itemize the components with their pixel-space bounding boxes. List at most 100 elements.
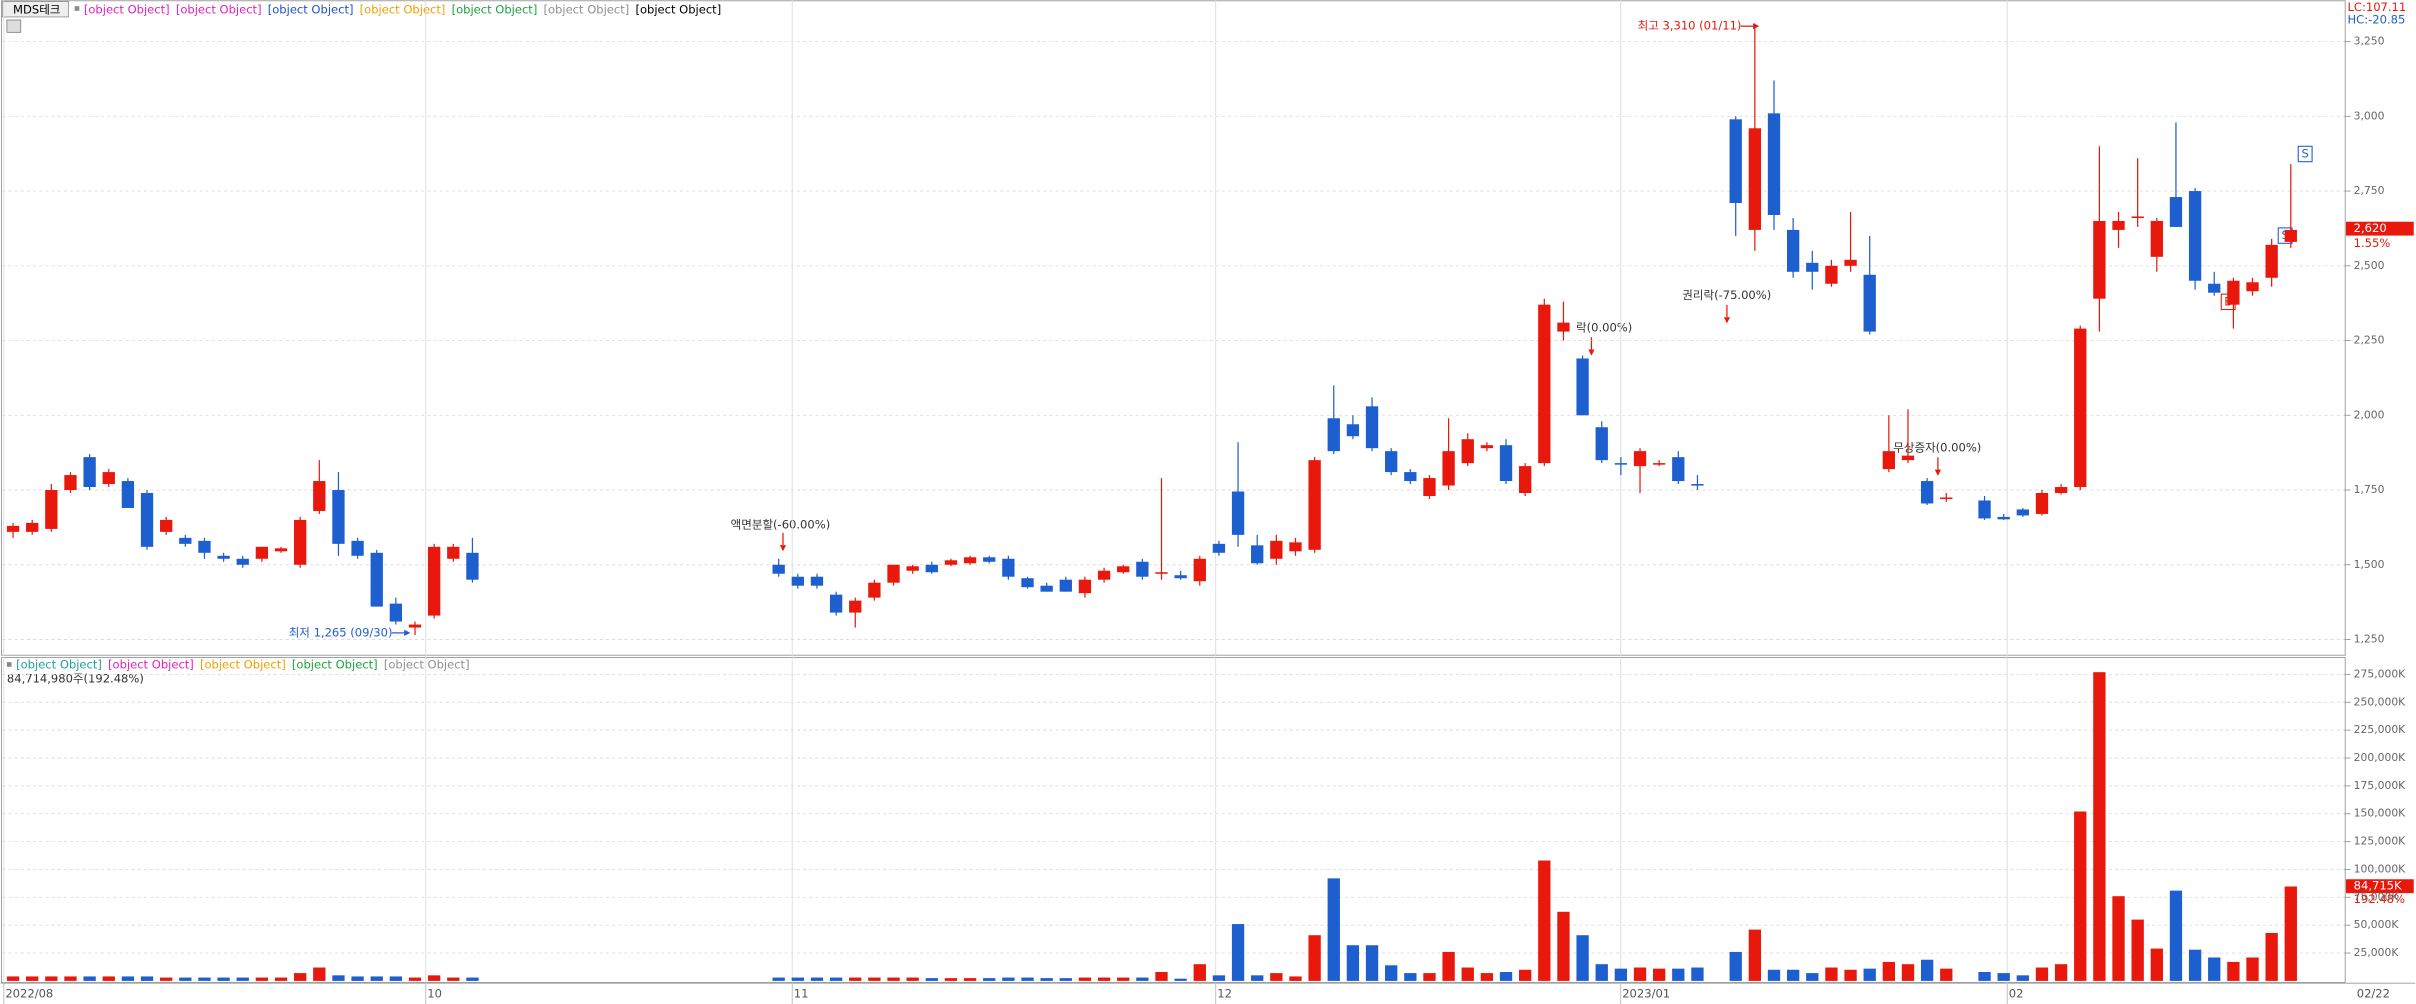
volume-bar	[1920, 959, 1934, 981]
volume-bar	[294, 973, 307, 981]
candle-body	[1155, 572, 1168, 574]
candle-body	[236, 558, 249, 565]
split-annotation: 액면분할(-60.00%)	[731, 518, 831, 532]
candle-body	[1385, 451, 1398, 473]
candle-body	[1691, 484, 1704, 486]
candle-body	[849, 600, 862, 613]
y-tick-label: 150,000K	[2354, 807, 2407, 820]
y-tick-label: 225,000K	[2354, 723, 2407, 736]
volume-bar	[2265, 932, 2278, 981]
candle-body	[1882, 451, 1896, 470]
volume-bar	[1595, 964, 1608, 981]
volume-bar	[6, 976, 20, 981]
y-tick-label: 50,000K	[2354, 918, 2400, 931]
menu-button[interactable]	[6, 19, 22, 33]
candle-body	[217, 555, 230, 559]
volume-bar	[45, 976, 58, 981]
candle-body	[2208, 283, 2221, 293]
volume-bar	[2150, 948, 2163, 981]
lc-label: LC:107.11	[2348, 0, 2407, 14]
volume-bar	[427, 975, 441, 981]
volume-bar	[2188, 949, 2202, 981]
arrow-head	[1934, 469, 1941, 476]
volume-bar	[925, 978, 938, 981]
volume-bar	[963, 978, 977, 981]
rights2-annotation: 락(0.00%)	[1576, 320, 1632, 334]
y-tick-label: 75,000K	[2354, 890, 2400, 903]
volume-bar	[1308, 935, 1321, 981]
y-tick-label: 2,500	[2354, 259, 2385, 272]
sell-marker-text[interactable]: S	[2301, 146, 2308, 160]
y-tick-label: 100,000K	[2354, 862, 2407, 875]
candle-body	[1193, 558, 1206, 582]
candle-body	[1519, 466, 1532, 494]
date-label: 02	[2009, 986, 2024, 1000]
stock-box[interactable]	[1, 1, 69, 18]
candle-body	[1825, 265, 1838, 284]
candle-body	[83, 457, 96, 488]
volume-change: 192.48%	[2354, 892, 2405, 906]
volume-bar	[2131, 919, 2144, 981]
volume-bar	[389, 976, 403, 981]
candle-body	[1748, 128, 1762, 230]
price-tag-box	[2345, 221, 2414, 236]
hc-label: HC:-20.85	[2348, 13, 2406, 27]
candle-body	[1461, 439, 1474, 464]
volume-bar	[2169, 890, 2183, 981]
candle-body	[1997, 516, 2010, 520]
candle-body	[1212, 543, 1226, 553]
candle-body	[1672, 457, 1685, 482]
volume-bar	[1442, 951, 1455, 981]
candle-body	[2188, 191, 2202, 281]
candle-body	[160, 519, 173, 532]
candle-body	[2227, 280, 2240, 305]
volume-bar	[1136, 977, 1149, 981]
candle-body	[1614, 463, 1628, 465]
candle-body	[294, 519, 307, 565]
volume-bar	[2246, 957, 2259, 981]
date-label: 12	[1217, 986, 1232, 1000]
volume-bar	[887, 977, 900, 981]
volume-bar	[1576, 935, 1589, 981]
candle-body	[772, 564, 785, 574]
candle-body	[1289, 542, 1302, 552]
price-panel	[1, 0, 2346, 656]
candle-body	[868, 582, 881, 598]
volume-bar	[1059, 978, 1072, 981]
candle-body	[944, 560, 958, 565]
volume-bar	[1327, 878, 1340, 981]
candle-body	[887, 564, 900, 583]
volume-bar	[64, 976, 77, 981]
candle-body	[1978, 500, 1991, 519]
volume-tag-box	[2345, 879, 2414, 894]
volume-bar	[2093, 672, 2106, 981]
volume-bar	[1346, 945, 1360, 981]
volume-bar	[849, 977, 862, 981]
y-tick-label: 2,750	[2354, 184, 2385, 197]
y-tick-label: 1,750	[2354, 483, 2385, 496]
price-change: 1.55%	[2354, 236, 2391, 250]
volume-bar	[2074, 811, 2087, 981]
stock-name[interactable]: MDS테크	[13, 3, 60, 17]
volume-bar	[1997, 973, 2010, 981]
sell-marker[interactable]	[2297, 145, 2313, 163]
candle-body	[1786, 229, 1800, 272]
volume-bar	[983, 978, 996, 981]
candle-body	[1480, 445, 1494, 449]
candle-body	[370, 552, 383, 607]
candle-body	[447, 546, 460, 559]
candle-body	[274, 548, 288, 552]
candle-body	[963, 557, 977, 564]
volume-bar	[26, 976, 39, 981]
volume-bar	[1174, 978, 1187, 981]
candle-body	[1365, 406, 1379, 449]
candle-body	[1346, 424, 1360, 437]
candle-body	[64, 475, 77, 491]
volume-bar	[1365, 945, 1379, 981]
candle-body	[1633, 451, 1647, 467]
volume-bar	[1633, 967, 1647, 981]
candle-body	[1404, 472, 1417, 482]
y-tick-label: 275,000K	[2354, 667, 2407, 680]
volume-bar	[1021, 977, 1034, 981]
volume-bar	[1040, 978, 1053, 981]
